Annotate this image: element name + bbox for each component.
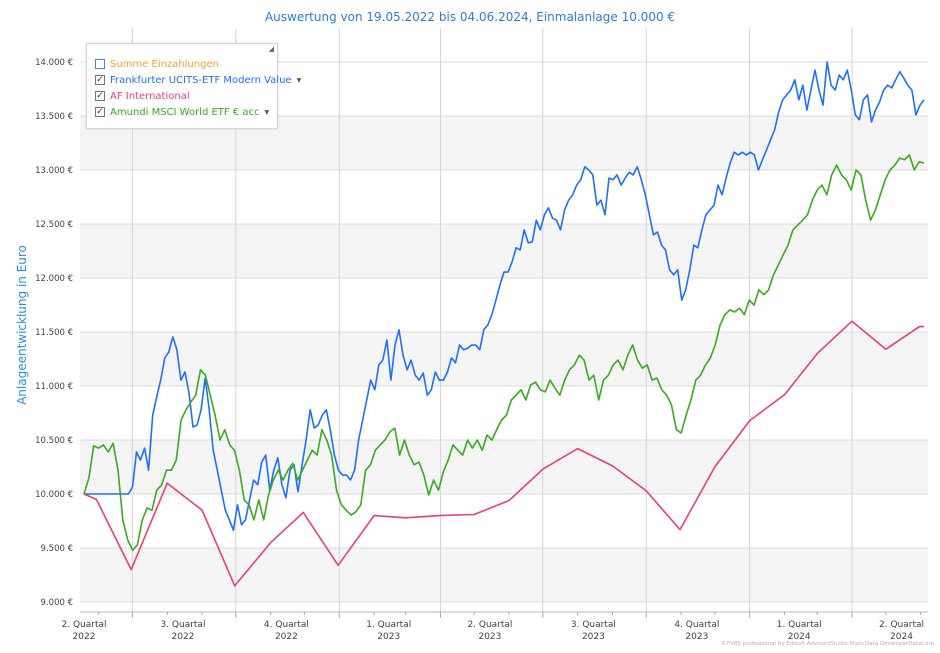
x-tick-label: 2. Quartal (62, 620, 107, 630)
checkbox-checked[interactable]: ✓ (95, 91, 105, 101)
chart-title: Auswertung von 19.05.2022 bis 04.06.2024… (264, 10, 676, 24)
legend-label: Frankfurter UCITS-ETF Modern Value (110, 74, 292, 86)
grid-band (80, 332, 928, 386)
legend-item[interactable]: Summe Einzahlungen (95, 57, 219, 71)
y-tick-label: 12.000 € (35, 274, 73, 284)
grid-band (80, 440, 928, 494)
series-line (83, 154, 925, 552)
y-tick-label: 9.000 € (41, 598, 73, 608)
resize-grip-icon[interactable]: ◢ (268, 45, 274, 53)
x-tick-label: 1. Quartal (777, 620, 822, 630)
x-tick-label: 2023 (685, 632, 708, 642)
series-amundi-msci-world-etf-acc (83, 154, 925, 552)
watermark: ©FVBS professional by Edisoft.AdvisorsSt… (721, 641, 934, 647)
y-tick-label: 13.000 € (35, 166, 73, 176)
x-tick-label: 3. Quartal (571, 620, 616, 630)
x-tick-label: 2022 (172, 632, 195, 642)
y-tick-label: 9.500 € (41, 544, 73, 554)
legend-item[interactable]: ✓ Frankfurter UCITS-ETF Modern Value ▼ (95, 73, 301, 87)
x-tick-label: 1. Quartal (366, 620, 411, 630)
x-tick-label: 2022 (73, 632, 96, 642)
x-tick-label: 2. Quartal (879, 620, 924, 630)
x-tick-label: 2023 (582, 632, 605, 642)
x-tick-label: 2022 (275, 632, 298, 642)
legend-label: Amundi MSCI World ETF € acc (110, 106, 260, 118)
series-line (84, 61, 925, 532)
y-tick-label: 10.000 € (35, 490, 73, 500)
legend-label: AF International (110, 90, 190, 102)
legend-label: Summe Einzahlungen (110, 58, 219, 70)
dropdown-arrow-icon[interactable]: ▼ (296, 76, 302, 84)
x-tick-label: 4. Quartal (674, 620, 719, 630)
checkbox-unchecked[interactable] (95, 59, 105, 69)
checkbox-checked[interactable]: ✓ (95, 107, 105, 117)
legend-item[interactable]: ✓ AF International (95, 89, 190, 103)
y-tick-label: 12.500 € (35, 220, 73, 230)
series-af-international (83, 320, 924, 587)
x-tick-label: 2. Quartal (467, 620, 512, 630)
y-tick-label: 11.000 € (35, 382, 73, 392)
y-tick-label: 13.500 € (35, 112, 73, 122)
x-tick-label: 2024 (890, 632, 913, 642)
y-axis-label: Anlageentwicklung in Euro (15, 245, 29, 405)
series-line (83, 320, 924, 587)
legend-item[interactable]: ✓ Amundi MSCI World ETF € acc ▼ (95, 105, 269, 119)
y-tick-label: 11.500 € (35, 328, 73, 338)
legend: ◢ Summe Einzahlungen ✓ Frankfurter UCITS-E… (86, 43, 301, 129)
x-tick-label: 4. Quartal (264, 620, 309, 630)
y-tick-label: 14.000 € (35, 58, 73, 68)
y-tick-label: 10.500 € (35, 436, 73, 446)
x-tick-label: 2023 (478, 632, 501, 642)
series-frankfurter-ucits-etf-modern-value (84, 61, 925, 532)
grid-band (80, 548, 928, 602)
x-tick-label: 2024 (788, 632, 811, 642)
grid-band (80, 224, 928, 278)
x-tick-label: 3. Quartal (160, 620, 205, 630)
x-tick-label: 2023 (377, 632, 400, 642)
checkbox-checked[interactable]: ✓ (95, 75, 105, 85)
dropdown-arrow-icon[interactable]: ▼ (264, 108, 270, 116)
